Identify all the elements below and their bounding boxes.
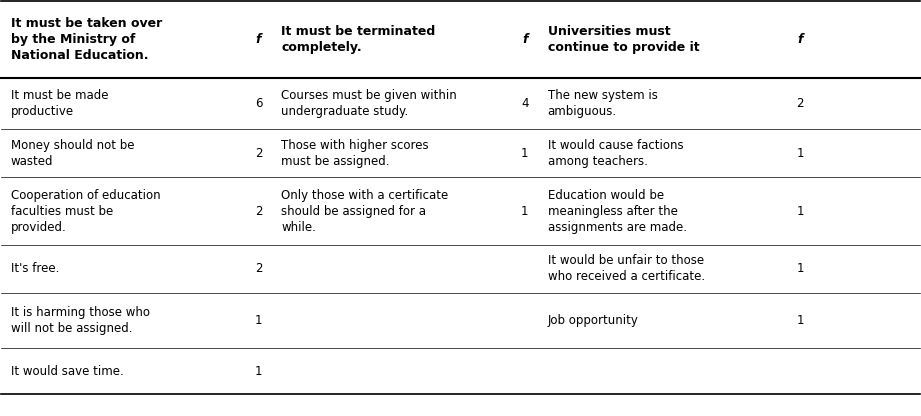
Text: 1: 1	[797, 262, 804, 275]
Text: It would save time.: It would save time.	[10, 365, 123, 378]
Text: Job opportunity: Job opportunity	[548, 314, 638, 327]
Text: 4: 4	[521, 97, 529, 110]
Text: 1: 1	[521, 205, 529, 218]
Text: f: f	[256, 33, 262, 46]
Text: It would cause factions
among teachers.: It would cause factions among teachers.	[548, 139, 683, 168]
Text: It is harming those who
will not be assigned.: It is harming those who will not be assi…	[10, 306, 149, 335]
Text: 1: 1	[521, 147, 529, 160]
Text: Universities must
continue to provide it: Universities must continue to provide it	[548, 25, 699, 54]
Text: It's free.: It's free.	[10, 262, 59, 275]
Text: 2: 2	[255, 147, 262, 160]
Text: The new system is
ambiguous.: The new system is ambiguous.	[548, 89, 658, 118]
Text: Education would be
meaningless after the
assignments are made.: Education would be meaningless after the…	[548, 188, 687, 234]
Text: 1: 1	[797, 314, 804, 327]
Text: It must be taken over
by the Ministry of
National Education.: It must be taken over by the Ministry of…	[10, 17, 162, 62]
Text: It must be terminated
completely.: It must be terminated completely.	[282, 25, 436, 54]
Text: It must be made
productive: It must be made productive	[10, 89, 108, 118]
Text: 2: 2	[255, 262, 262, 275]
Text: It would be unfair to those
who received a certificate.: It would be unfair to those who received…	[548, 255, 705, 283]
Text: 1: 1	[255, 365, 262, 378]
Text: Cooperation of education
faculties must be
provided.: Cooperation of education faculties must …	[10, 188, 160, 234]
Text: f: f	[522, 33, 528, 46]
Text: Those with higher scores
must be assigned.: Those with higher scores must be assigne…	[282, 139, 429, 168]
Text: f: f	[798, 33, 803, 46]
Text: 1: 1	[255, 314, 262, 327]
Text: Only those with a certificate
should be assigned for a
while.: Only those with a certificate should be …	[282, 188, 449, 234]
Text: Money should not be
wasted: Money should not be wasted	[10, 139, 134, 168]
Text: 6: 6	[255, 97, 262, 110]
Text: 1: 1	[797, 205, 804, 218]
Text: 1: 1	[797, 147, 804, 160]
Text: Courses must be given within
undergraduate study.: Courses must be given within undergradua…	[282, 89, 457, 118]
Text: 2: 2	[255, 205, 262, 218]
Text: 2: 2	[797, 97, 804, 110]
